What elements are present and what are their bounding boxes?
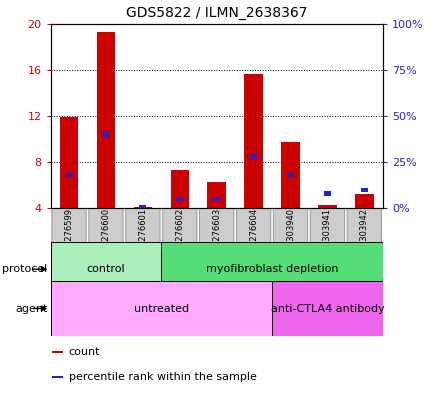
Text: GSM1276601: GSM1276601 <box>138 208 147 264</box>
Bar <box>361 187 368 192</box>
Text: agent: agent <box>15 303 47 314</box>
FancyBboxPatch shape <box>126 207 160 264</box>
Text: count: count <box>69 347 100 357</box>
FancyBboxPatch shape <box>163 207 197 264</box>
Bar <box>176 197 183 201</box>
FancyBboxPatch shape <box>273 207 308 264</box>
Text: GSM1276604: GSM1276604 <box>249 208 258 264</box>
Bar <box>213 197 220 201</box>
Bar <box>355 195 374 208</box>
Bar <box>281 143 300 208</box>
Bar <box>52 376 63 378</box>
Text: GSM1303942: GSM1303942 <box>360 208 369 264</box>
Text: anti-CTLA4 antibody: anti-CTLA4 antibody <box>271 303 384 314</box>
Bar <box>272 281 383 336</box>
FancyBboxPatch shape <box>236 207 271 264</box>
Bar <box>287 173 294 177</box>
Text: percentile rank within the sample: percentile rank within the sample <box>69 372 257 382</box>
Text: GSM1276600: GSM1276600 <box>102 208 110 264</box>
Bar <box>208 182 226 208</box>
Bar <box>51 242 161 297</box>
Bar <box>161 242 383 297</box>
Text: GSM1303941: GSM1303941 <box>323 208 332 264</box>
FancyBboxPatch shape <box>347 207 381 264</box>
Bar <box>103 132 110 137</box>
Bar <box>51 281 272 336</box>
Bar <box>318 205 337 208</box>
Bar <box>139 205 147 209</box>
Text: GSM1276602: GSM1276602 <box>175 208 184 264</box>
Bar <box>250 154 257 159</box>
Text: GSM1303940: GSM1303940 <box>286 208 295 264</box>
FancyBboxPatch shape <box>199 207 234 264</box>
Bar <box>134 207 152 208</box>
FancyBboxPatch shape <box>310 207 345 264</box>
Text: control: control <box>87 264 125 274</box>
Text: GSM1276599: GSM1276599 <box>65 208 73 264</box>
Bar <box>244 74 263 208</box>
FancyBboxPatch shape <box>89 207 123 264</box>
Title: GDS5822 / ILMN_2638367: GDS5822 / ILMN_2638367 <box>126 6 308 20</box>
Text: GSM1276603: GSM1276603 <box>212 208 221 264</box>
Bar <box>66 173 73 177</box>
Text: myofibroblast depletion: myofibroblast depletion <box>206 264 338 274</box>
Bar <box>324 191 331 196</box>
FancyBboxPatch shape <box>52 207 86 264</box>
Text: protocol: protocol <box>2 264 47 274</box>
Bar <box>97 32 115 208</box>
Bar <box>60 117 78 208</box>
Bar <box>171 170 189 208</box>
Text: untreated: untreated <box>134 303 189 314</box>
Bar <box>52 351 63 353</box>
